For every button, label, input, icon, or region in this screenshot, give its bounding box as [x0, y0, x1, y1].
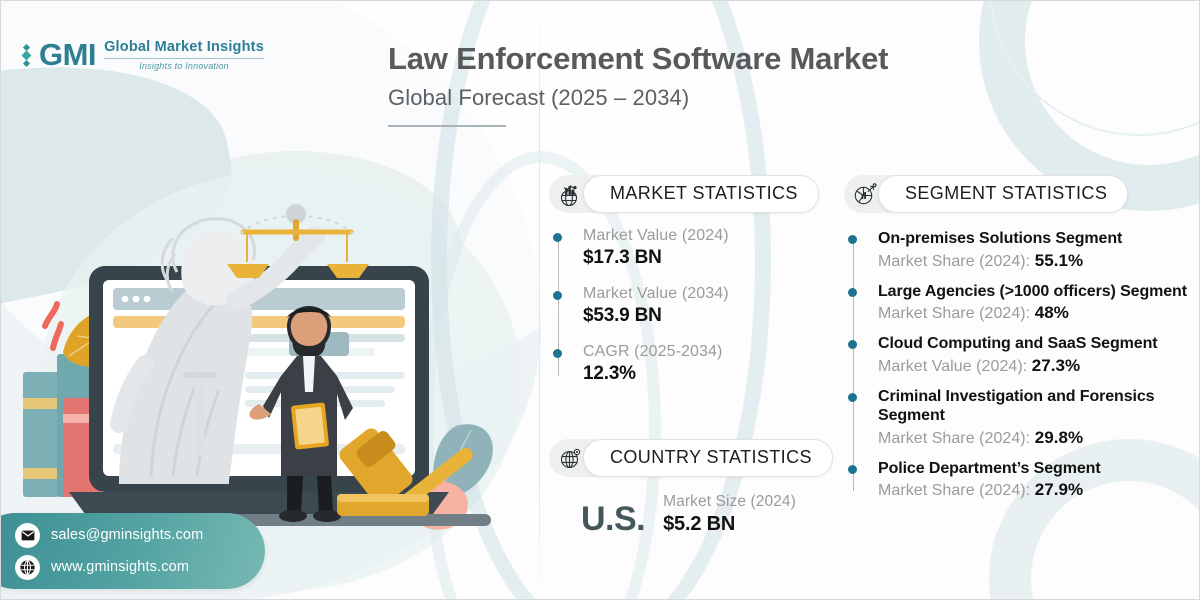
law-books	[23, 354, 101, 497]
country-statistics-title: COUNTRY STATISTICS	[583, 439, 833, 477]
timeline-line	[558, 236, 559, 376]
country-metric: Market Size (2024) $5.2 BN	[663, 493, 796, 536]
lady-justice-statue	[110, 217, 325, 484]
logo-divider	[104, 58, 264, 59]
country-code: U.S.	[581, 500, 646, 538]
stat-value: 12.3%	[583, 363, 636, 384]
timeline-line	[853, 238, 854, 492]
segment-statistics-panel: SEGMENT STATISTICS On-premises Solutions…	[844, 175, 1199, 500]
market-statistics-header: MARKET STATISTICS	[549, 175, 819, 213]
contact-bar: sales@gminsights.com www.gminsights.com	[1, 513, 265, 589]
country-statistics-body: U.S. Market Size (2024) $5.2 BN	[549, 493, 833, 536]
contact-website: www.gminsights.com	[51, 559, 190, 575]
segment-row-2: Cloud Computing and SaaS Segment Market …	[848, 334, 1199, 376]
segment-metric-value: 48%	[1034, 303, 1069, 323]
segment-row-4: Police Department’s Segment Market Share…	[848, 459, 1199, 501]
segment-title: Cloud Computing and SaaS Segment	[878, 335, 1158, 353]
segment-metric-label: Market Share (2024):	[878, 429, 1035, 447]
title-underline	[388, 124, 506, 127]
logo-diamond-icon	[21, 43, 32, 67]
logo-company-name: Global Market Insights	[104, 39, 264, 55]
segment-statistics-title: SEGMENT STATISTICS	[878, 175, 1129, 213]
globe-icon	[15, 554, 40, 580]
market-statistics-title: MARKET STATISTICS	[583, 175, 819, 213]
segment-title: Large Agencies (>1000 officers) Segment	[878, 282, 1187, 300]
segment-title: Criminal Investigation and Forensics Seg…	[878, 387, 1155, 425]
segment-metric-label: Market Share (2024):	[878, 482, 1035, 500]
logo-initials: GMI	[39, 37, 97, 72]
country-statistics-header: COUNTRY STATISTICS	[549, 439, 833, 477]
gavel	[337, 428, 473, 516]
segment-row-0: On-premises Solutions Segment Market Sha…	[848, 229, 1199, 271]
segment-metric-label: Market Value (2024):	[878, 357, 1032, 375]
segment-metric: Market Share (2024): 48%	[878, 303, 1199, 323]
market-stat-row-1: Market Value (2034) $53.9 BN	[553, 285, 819, 327]
segment-row-3: Criminal Investigation and Forensics Seg…	[848, 387, 1199, 448]
timeline-dot	[553, 233, 562, 242]
market-stat-row-0: Market Value (2024) $17.3 BN	[553, 227, 819, 269]
timeline-dot	[848, 235, 857, 244]
timeline-dot	[553, 349, 562, 358]
segment-metric-value: 27.9%	[1034, 480, 1084, 500]
page-subtitle: Global Forecast (2025 – 2034)	[388, 84, 690, 110]
header: Law Enforcement Software Market Global F…	[388, 41, 888, 127]
country-statistics-panel: COUNTRY STATISTICS U.S. Market Size (202…	[549, 439, 833, 536]
stat-value: $53.9 BN	[583, 305, 662, 326]
top-right-thin-ring	[989, 1, 1199, 136]
segment-metric-label: Market Share (2024):	[878, 305, 1035, 323]
timeline-dot	[848, 392, 857, 402]
segment-metric: Market Share (2024): 27.9%	[878, 480, 1199, 500]
contact-email: sales@gminsights.com	[51, 527, 204, 543]
segment-title: Police Department’s Segment	[878, 459, 1101, 477]
logo-text-block: Global Market Insights Insights to Innov…	[104, 39, 264, 71]
segment-statistics-header: SEGMENT STATISTICS	[844, 175, 1199, 213]
stat-label: Market Value (2034)	[583, 285, 729, 302]
stat-value: $17.3 BN	[583, 247, 662, 268]
envelope-icon	[15, 522, 40, 548]
segment-title: On-premises Solutions Segment	[878, 230, 1123, 247]
page-title: Law Enforcement Software Market	[388, 41, 889, 76]
law-justice-laptop-illustration	[1, 176, 541, 541]
timeline-dot	[848, 464, 857, 474]
market-stat-row-2: CAGR (2025-2034) 12.3%	[553, 343, 819, 385]
logo-tagline: Insights to Innovation	[139, 61, 229, 71]
gmi-logo: GMI Global Market Insights Insights to I…	[21, 37, 264, 73]
scales-of-justice	[227, 204, 369, 278]
segment-metric-value: 29.8%	[1034, 427, 1084, 447]
contact-email-row[interactable]: sales@gminsights.com	[15, 522, 265, 548]
segment-metric-label: Market Share (2024):	[878, 252, 1035, 270]
timeline-dot	[848, 340, 857, 350]
segment-metric-value: 55.1%	[1034, 250, 1084, 270]
lawyer-figure	[249, 306, 353, 522]
segment-metric: Market Share (2024): 55.1%	[878, 251, 1199, 271]
stat-label: Market Size (2024)	[663, 493, 796, 510]
timeline-dot	[553, 291, 562, 300]
market-statistics-list: Market Value (2024) $17.3 BN Market Valu…	[549, 227, 819, 385]
segment-metric-value: 27.3%	[1031, 355, 1081, 375]
timeline-dot	[848, 287, 857, 297]
market-statistics-panel: MARKET STATISTICS Market Value (2024) $1…	[549, 175, 819, 401]
segment-metric: Market Share (2024): 29.8%	[878, 428, 1199, 448]
stat-label: CAGR (2025-2034)	[583, 343, 723, 360]
stat-value: $5.2 BN	[663, 513, 736, 535]
contact-website-row[interactable]: www.gminsights.com	[15, 554, 265, 580]
segment-metric: Market Value (2024): 27.3%	[878, 356, 1199, 376]
segment-row-1: Large Agencies (>1000 officers) Segment …	[848, 282, 1199, 324]
stat-label: Market Value (2024)	[583, 227, 729, 244]
segment-statistics-list: On-premises Solutions Segment Market Sha…	[844, 229, 1199, 500]
